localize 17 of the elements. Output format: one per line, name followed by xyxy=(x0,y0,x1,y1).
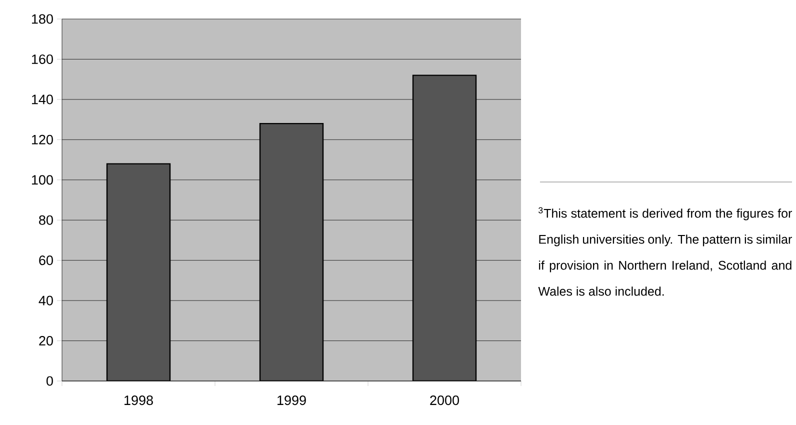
x-tick-label: 1999 xyxy=(278,396,306,406)
y-tick-label: 60 xyxy=(39,256,53,266)
bar xyxy=(412,74,477,381)
y-tick-label: 20 xyxy=(39,336,53,346)
y-tick-label: 0 xyxy=(46,376,53,386)
bar xyxy=(106,163,171,381)
y-tick-label: 40 xyxy=(38,296,53,306)
y-tick-label: 180 xyxy=(32,14,53,24)
y-tick-label: 120 xyxy=(32,134,53,144)
text: $^{3}$This statement is derived from the figures for English universities only. The pattern is similar if provision in Northern Ireland, Scotland and Wales is also included. xyxy=(538,207,792,296)
y-tick-label: 80 xyxy=(39,215,53,225)
bar xyxy=(259,122,324,381)
y-tick-label: 100 xyxy=(32,175,53,185)
x-tick-label: 2000 xyxy=(430,396,459,406)
x-tick-label: 1998 xyxy=(124,396,153,406)
y-tick-label: 160 xyxy=(32,54,53,64)
y-tick-label: 140 xyxy=(32,94,53,104)
